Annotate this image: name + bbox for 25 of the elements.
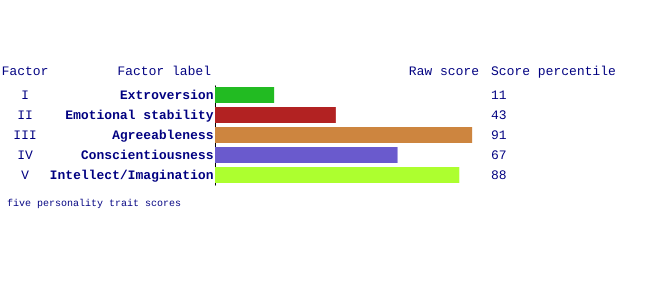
- y-tick-label: Intellect/Imagination: [50, 168, 214, 183]
- text: 67: [491, 148, 507, 163]
- bar: [215, 107, 336, 123]
- text: II: [17, 108, 33, 123]
- text: 91: [491, 128, 507, 143]
- text: I: [21, 88, 29, 103]
- y-tick-label: Conscientiousness: [80, 148, 214, 163]
- text: III: [13, 128, 37, 143]
- bar: [215, 147, 398, 163]
- text: V: [21, 168, 30, 183]
- text: 11: [491, 88, 507, 103]
- text: 88: [491, 168, 507, 183]
- text: 43: [491, 108, 507, 123]
- bar: [215, 127, 472, 143]
- y-tick-label: Agreeableness: [112, 128, 214, 143]
- text: Score percentile: [491, 64, 616, 79]
- x-axis-title: Raw score: [408, 64, 479, 79]
- text: five personality trait scores: [7, 198, 182, 210]
- text: IV: [17, 148, 33, 163]
- y-tick-label: Emotional stability: [65, 108, 214, 123]
- y-tick-label: Extroversion: [120, 88, 214, 103]
- y-axis-title: Factor label: [117, 64, 212, 79]
- bar: [215, 87, 274, 103]
- text: Factor: [2, 64, 48, 79]
- bar: [215, 167, 460, 183]
